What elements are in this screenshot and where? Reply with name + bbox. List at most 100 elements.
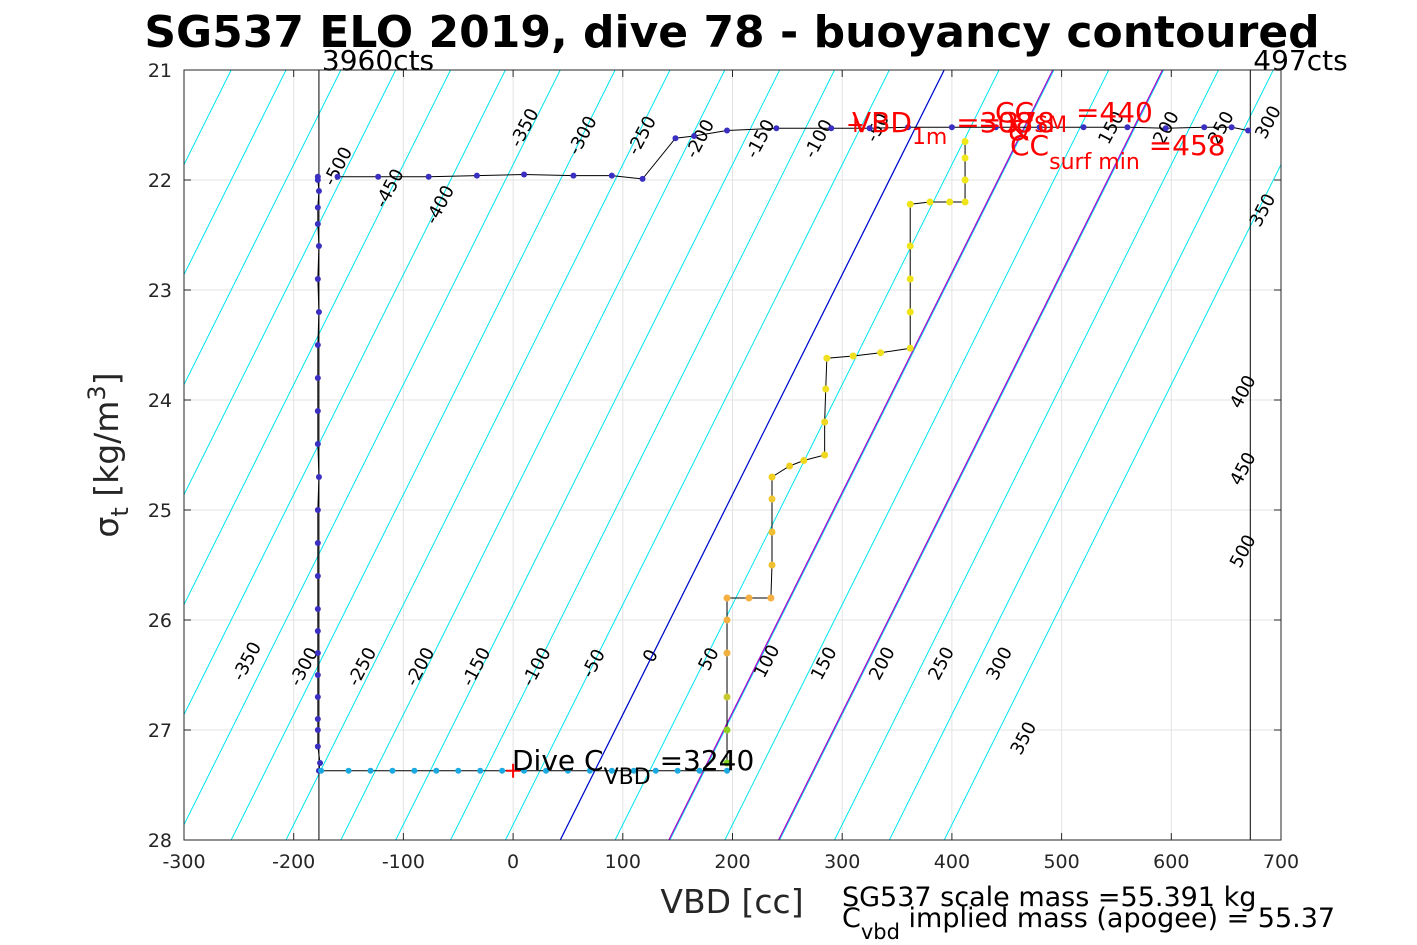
apogee-point: [318, 767, 325, 774]
reference-line: [668, 70, 1054, 840]
x-tick-label: -100: [382, 851, 425, 873]
y-label-sigma: σ: [87, 517, 126, 538]
climb-point: [961, 176, 969, 184]
reference-lines: [559, 70, 1164, 840]
contour-line: [395, 70, 781, 840]
surface-point: [992, 124, 999, 131]
surface-trace: [337, 126, 1249, 180]
climb-point: [768, 495, 776, 503]
dive-point: [314, 507, 321, 513]
surface-point: [639, 175, 646, 182]
vbd-1m-marker: [848, 118, 863, 132]
climb-point: [822, 385, 830, 393]
dive-point: [314, 342, 321, 348]
x-tick-label: -200: [272, 851, 315, 873]
contour-line: [614, 70, 1000, 840]
climb-point: [906, 308, 914, 316]
dive-point: [314, 573, 321, 579]
chart-title: SG537 ELO 2019, dive 78 - buoyancy conto…: [144, 7, 1319, 58]
climb-point: [823, 354, 831, 362]
contour-line: [184, 70, 561, 826]
apogee-point: [477, 767, 484, 774]
y-tick-label: 27: [148, 720, 172, 742]
apogee-point: [499, 767, 506, 774]
contour-line: [669, 70, 1055, 840]
dive-point: [315, 243, 322, 249]
surface-point: [473, 172, 480, 179]
x-tick-label: -300: [162, 851, 205, 873]
contour-line: [184, 70, 452, 606]
apogee-point: [543, 767, 550, 774]
climb-point: [800, 457, 808, 464]
dive-cvbd-marker: [506, 763, 521, 778]
reference-line: [559, 70, 945, 840]
apogee-point: [674, 767, 681, 774]
climb-point: [961, 154, 969, 162]
x-tick-label: 500: [1043, 851, 1079, 873]
surface-point: [375, 173, 382, 180]
climb-point: [786, 462, 794, 470]
reference-line: [778, 70, 1164, 840]
climb-point: [961, 138, 969, 145]
x-tick-label: 700: [1263, 851, 1299, 873]
contour-line: [184, 70, 506, 716]
surface-point: [948, 124, 955, 131]
x-axis-label: VBD [cc]: [660, 882, 803, 921]
apogee-point: [521, 767, 528, 774]
vbd-limit-label: 3960cts: [322, 44, 434, 77]
contour-line: [184, 70, 397, 496]
climb-point: [768, 528, 776, 536]
climb-point: [723, 759, 731, 767]
y-label-units: [kg/m: [87, 401, 126, 508]
climb-point: [723, 594, 731, 602]
contour-line: [888, 70, 1274, 840]
surface-point: [1162, 125, 1169, 132]
dive-point: [317, 760, 324, 766]
apogee-point: [411, 767, 418, 774]
dive-point: [315, 474, 322, 480]
apogee-point: [455, 767, 462, 774]
y-axis-label: σt [kg/m3]: [83, 372, 134, 537]
climb-point: [849, 352, 857, 360]
scale-mass-text: SG537 scale mass =55.391 kg: [842, 882, 1256, 913]
dive-point: [314, 221, 321, 227]
y-tick-label: 24: [148, 390, 172, 412]
dive-point: [314, 650, 321, 656]
surface-point: [691, 133, 698, 139]
dive-point: [315, 309, 322, 315]
surface-point: [905, 124, 912, 131]
surface-point: [1124, 124, 1131, 131]
climb-point: [723, 649, 731, 657]
contour-line: [779, 70, 1165, 840]
dive-point: [315, 188, 322, 194]
dive-point: [314, 727, 321, 733]
x-tick-label: 400: [934, 851, 970, 873]
y-tick-label: 22: [148, 170, 172, 192]
apogee-point: [696, 767, 703, 774]
grid: [184, 70, 1281, 840]
climb-point: [906, 242, 914, 250]
data-series: [314, 118, 1252, 778]
contour-line: [724, 70, 1110, 840]
x-tick-label: 100: [605, 851, 641, 873]
climb-point: [723, 693, 731, 701]
apogee-point: [345, 767, 352, 774]
apogee-point: [724, 767, 731, 774]
surface-point: [425, 173, 432, 180]
climb-point: [877, 349, 885, 357]
surface-point: [866, 125, 873, 132]
climb-point: [768, 473, 776, 481]
x-tick-label: 300: [824, 851, 860, 873]
contour-line: [943, 163, 1281, 840]
contour-line: [0, 70, 67, 840]
dive-point: [314, 276, 321, 282]
climb-point: [946, 198, 954, 206]
implied-mass-text: Cvbd implied mass (apogee) = 55.37: [842, 903, 1335, 944]
climb-point: [768, 561, 776, 569]
dive-point: [314, 408, 321, 414]
contour-line: [450, 70, 835, 840]
dive-point: [314, 716, 321, 722]
surface-point: [1228, 124, 1235, 131]
dive-point: [314, 672, 321, 678]
climb-point: [821, 451, 829, 459]
